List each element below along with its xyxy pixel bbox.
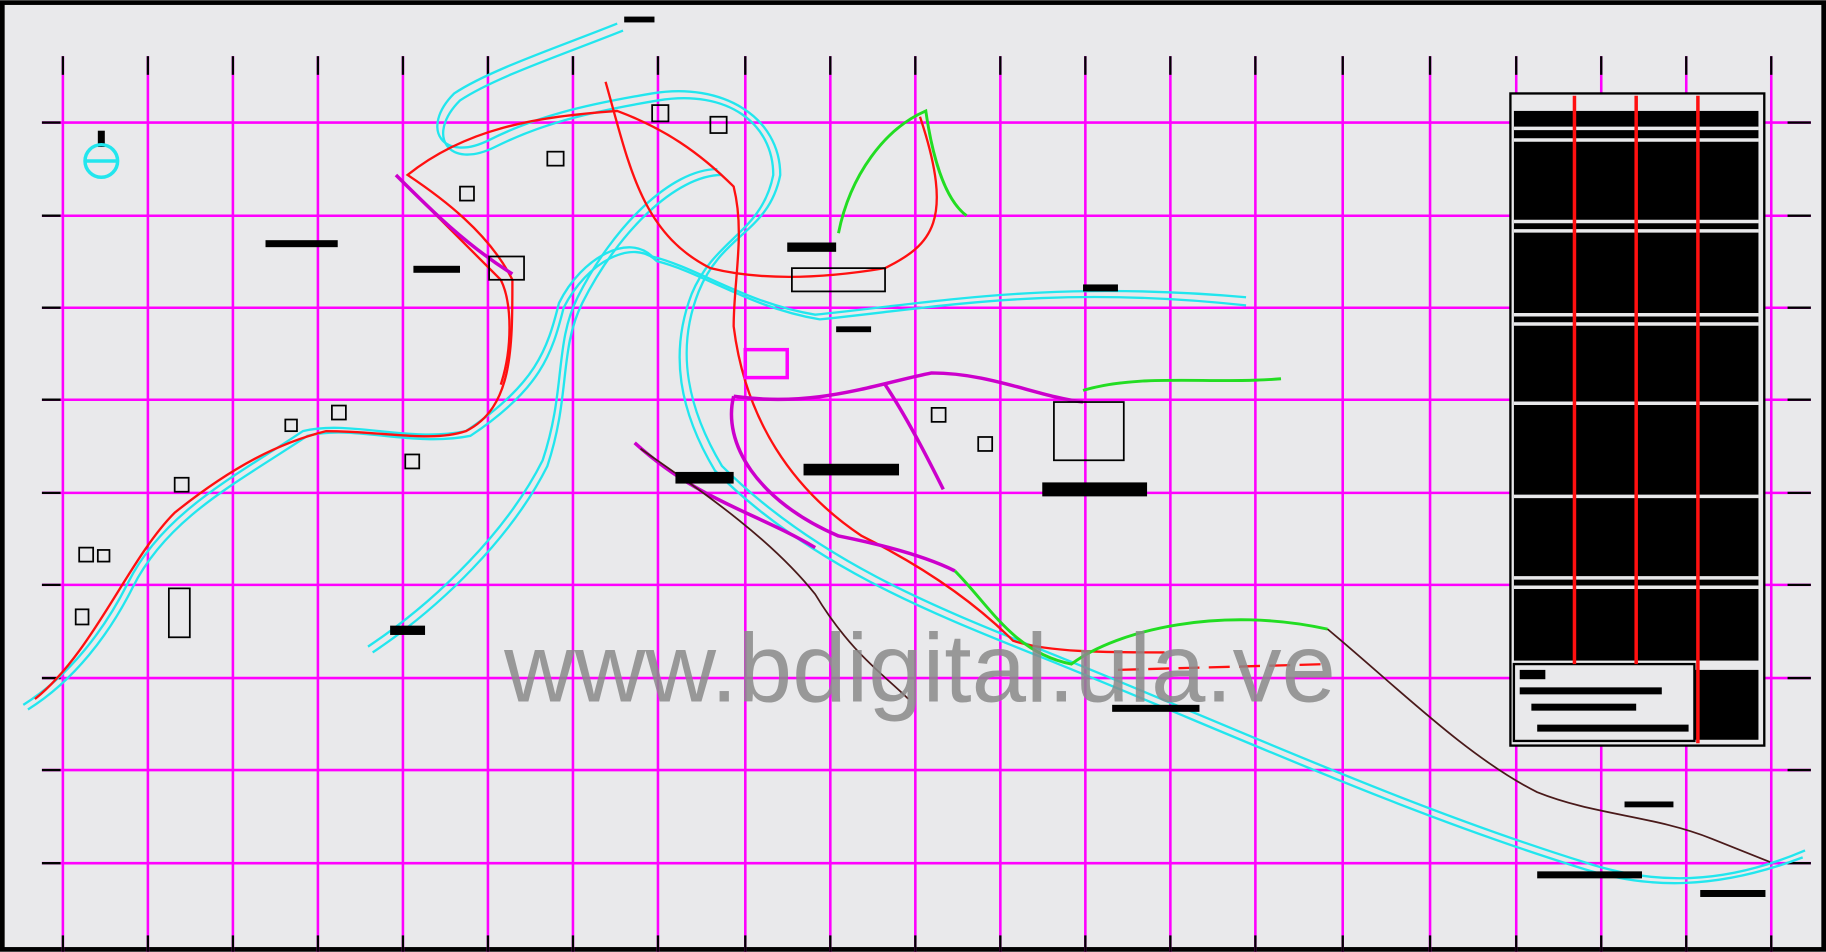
watermark: www.bdigital.ula.ve <box>503 613 1336 723</box>
buildings <box>74 104 1125 639</box>
grid-ticks <box>41 56 1811 952</box>
north-arrow <box>83 130 120 180</box>
labels-blocks <box>265 16 1766 897</box>
title-block <box>1509 92 1766 747</box>
rivers <box>22 22 1806 885</box>
